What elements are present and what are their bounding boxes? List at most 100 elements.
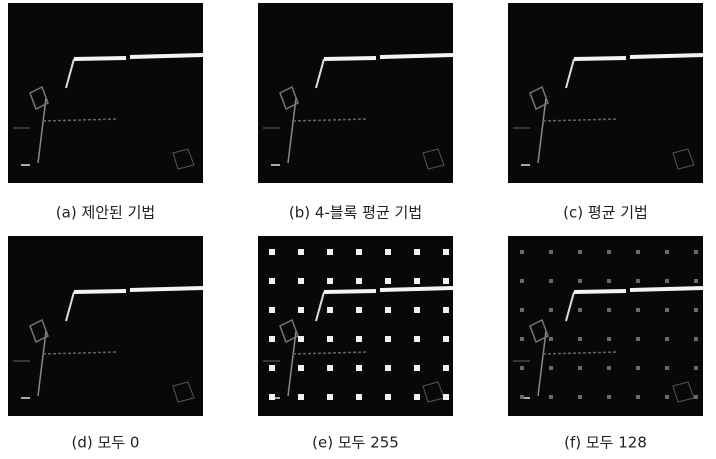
block-dot	[636, 395, 640, 399]
block-dot	[549, 250, 553, 254]
scene-line	[630, 55, 703, 57]
block-dot	[578, 279, 582, 283]
block-dot	[385, 307, 391, 313]
caption: (a) 제안된 기법	[56, 204, 155, 222]
panel	[8, 236, 203, 416]
caption: (f) 모두 128	[564, 434, 647, 452]
block-dot	[694, 250, 698, 254]
block-dot	[578, 366, 582, 370]
block-dot	[269, 365, 275, 371]
panel	[508, 3, 703, 183]
block-dot	[298, 278, 304, 284]
scene-line	[130, 55, 203, 57]
block-dot	[443, 336, 449, 342]
block-dot	[385, 249, 391, 255]
caption: (b) 4-블록 평균 기법	[289, 204, 422, 222]
block-dot	[298, 365, 304, 371]
block-dot	[327, 307, 333, 313]
block-dot	[327, 336, 333, 342]
block-dot	[443, 307, 449, 313]
block-dot	[443, 249, 449, 255]
block-dot	[578, 308, 582, 312]
block-dot	[443, 278, 449, 284]
block-dot	[520, 279, 524, 283]
block-dot	[414, 336, 420, 342]
block-dot	[269, 249, 275, 255]
block-dot	[327, 278, 333, 284]
block-dot	[607, 366, 611, 370]
block-dot	[356, 249, 362, 255]
scene-line	[630, 288, 703, 290]
block-dot	[269, 278, 275, 284]
caption: (c) 평균 기법	[563, 204, 648, 222]
scene-line	[324, 58, 376, 59]
block-dot	[520, 337, 524, 341]
block-dot	[385, 394, 391, 400]
block-dot	[356, 307, 362, 313]
block-dot	[443, 394, 449, 400]
block-dot	[578, 250, 582, 254]
block-dot	[298, 307, 304, 313]
panel	[8, 3, 203, 183]
block-dot	[549, 395, 553, 399]
block-dot	[520, 366, 524, 370]
scene-line	[380, 288, 453, 290]
block-dot	[385, 336, 391, 342]
block-dot	[694, 279, 698, 283]
block-dot	[607, 308, 611, 312]
block-dot	[356, 278, 362, 284]
block-dot	[520, 250, 524, 254]
scene-line	[380, 55, 453, 57]
block-dot	[414, 394, 420, 400]
block-dot	[269, 307, 275, 313]
caption: (e) 모두 255	[312, 434, 399, 452]
block-dot	[356, 336, 362, 342]
block-dot	[694, 308, 698, 312]
panel	[258, 3, 453, 183]
block-dot	[578, 337, 582, 341]
block-dot	[549, 337, 553, 341]
panel	[258, 236, 453, 416]
block-dot	[694, 337, 698, 341]
block-dot	[414, 307, 420, 313]
block-dot	[298, 394, 304, 400]
block-dot	[665, 395, 669, 399]
block-dot	[636, 279, 640, 283]
block-dot	[694, 395, 698, 399]
block-dot	[385, 278, 391, 284]
block-dot	[578, 395, 582, 399]
block-dot	[269, 336, 275, 342]
block-dot	[636, 250, 640, 254]
block-dot	[607, 279, 611, 283]
block-dot	[327, 394, 333, 400]
block-dot	[327, 249, 333, 255]
block-dot	[298, 249, 304, 255]
block-dot	[665, 308, 669, 312]
block-dot	[549, 279, 553, 283]
figure: (a) 제안된 기법(b) 4-블록 평균 기법(c) 평균 기법(d) 모두 …	[0, 0, 716, 459]
block-dot	[327, 365, 333, 371]
block-dot	[549, 308, 553, 312]
block-dot	[414, 365, 420, 371]
block-dot	[665, 250, 669, 254]
block-dot	[269, 394, 275, 400]
scene-line	[324, 291, 376, 292]
block-dot	[298, 336, 304, 342]
block-dot	[636, 366, 640, 370]
block-dot	[549, 366, 553, 370]
block-dot	[520, 308, 524, 312]
block-dot	[694, 366, 698, 370]
block-dot	[414, 249, 420, 255]
block-dot	[665, 279, 669, 283]
block-dot	[607, 395, 611, 399]
block-dot	[520, 395, 524, 399]
block-dot	[414, 278, 420, 284]
block-dot	[607, 337, 611, 341]
block-dot	[665, 366, 669, 370]
scene-line	[74, 291, 126, 292]
block-dot	[636, 308, 640, 312]
scene-line	[74, 58, 126, 59]
block-dot	[443, 365, 449, 371]
panel	[508, 236, 703, 416]
block-dot	[356, 365, 362, 371]
